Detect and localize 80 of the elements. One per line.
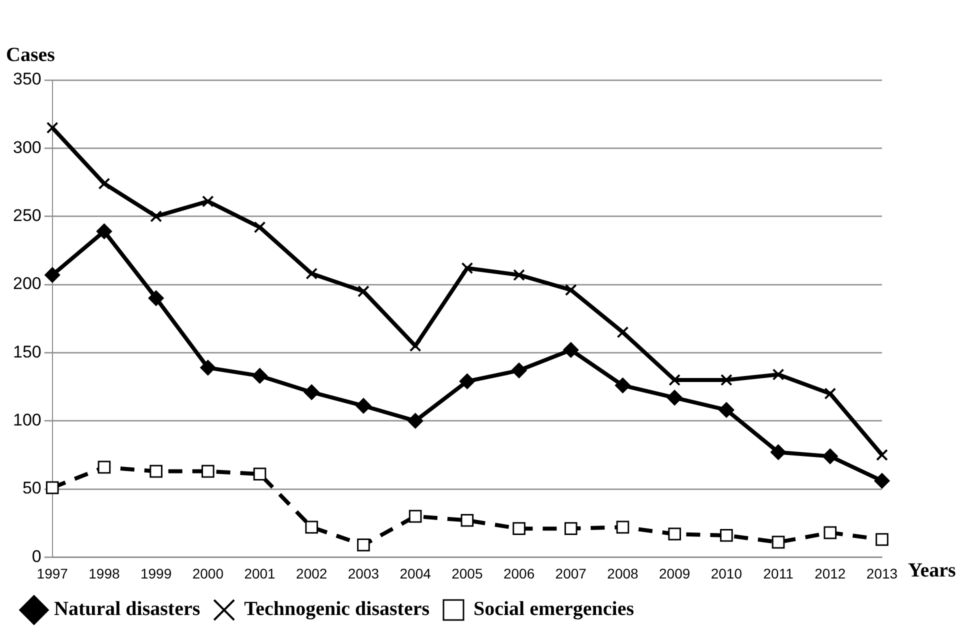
point (770, 444, 786, 460)
x-tick-label: 2006 (503, 565, 535, 582)
point (616, 326, 629, 338)
point (772, 368, 784, 380)
point (668, 528, 681, 540)
point (511, 362, 527, 378)
point (202, 195, 214, 208)
x-tick-label: 2009 (659, 565, 690, 582)
legend-label: Social emergencies (473, 598, 634, 620)
point (305, 520, 318, 534)
point (96, 224, 112, 240)
point (44, 267, 60, 283)
x-tick-label: 2003 (348, 565, 380, 582)
point (150, 210, 162, 222)
point (356, 398, 372, 414)
point (200, 360, 216, 376)
point (252, 368, 268, 384)
point (148, 290, 164, 306)
point (564, 522, 578, 535)
point (564, 284, 577, 296)
x-tick-label: 2001 (244, 565, 276, 582)
point (253, 468, 266, 480)
x-tick-label: 2002 (296, 565, 328, 582)
point (824, 526, 837, 540)
point (876, 448, 888, 461)
point (459, 374, 475, 390)
point (614, 378, 630, 394)
x-tick-label: 2008 (607, 565, 639, 582)
point (150, 464, 162, 478)
x-tick-label: 2005 (452, 565, 483, 582)
point (306, 268, 318, 280)
y-tick-label: 100 (12, 410, 42, 430)
point (874, 473, 890, 489)
x-tick-label: 2010 (710, 565, 742, 582)
point (460, 514, 474, 527)
point (358, 285, 370, 298)
x-tick-label: 2004 (400, 565, 432, 582)
y-axis-title: Cases (6, 44, 56, 66)
point (408, 413, 424, 429)
point (824, 388, 836, 400)
point (822, 448, 838, 464)
point (772, 536, 785, 549)
point (876, 533, 888, 546)
x-tick-label: 2012 (814, 565, 846, 582)
y-tick-label: 300 (12, 138, 42, 157)
x-tick-label: 1997 (36, 565, 68, 582)
y-tick-label: 350 (12, 70, 42, 89)
y-tick-label: 50 (22, 478, 42, 498)
point (563, 342, 579, 358)
point (357, 538, 370, 552)
point (616, 520, 630, 534)
x-tick-label: 2011 (763, 565, 794, 582)
point (254, 221, 266, 234)
point (98, 460, 111, 474)
point (46, 122, 58, 134)
legend-label: Natural disasters (54, 598, 200, 620)
x-tick-label: 2013 (866, 565, 898, 582)
point (409, 340, 422, 352)
point (720, 374, 732, 386)
point (512, 522, 526, 535)
point (666, 390, 682, 406)
point (408, 510, 422, 523)
x-tick-label: 2000 (192, 565, 224, 582)
point (668, 374, 681, 386)
y-tick-label: 0 (32, 546, 42, 566)
point (718, 402, 734, 418)
x-tick-label: 2007 (555, 565, 587, 582)
y-tick-label: 200 (12, 274, 42, 294)
y-tick-label: 150 (12, 342, 42, 362)
x-tick-label: 1999 (140, 565, 172, 582)
legend-label: Technogenic disasters (244, 598, 430, 620)
point (98, 178, 110, 190)
point (461, 262, 474, 274)
y-tick-label: 250 (12, 206, 42, 226)
x-axis-title: Years (908, 559, 956, 582)
point (202, 464, 214, 478)
point (513, 269, 525, 281)
x-tick-label: 1998 (88, 565, 120, 582)
point (304, 384, 320, 400)
point (720, 528, 733, 542)
